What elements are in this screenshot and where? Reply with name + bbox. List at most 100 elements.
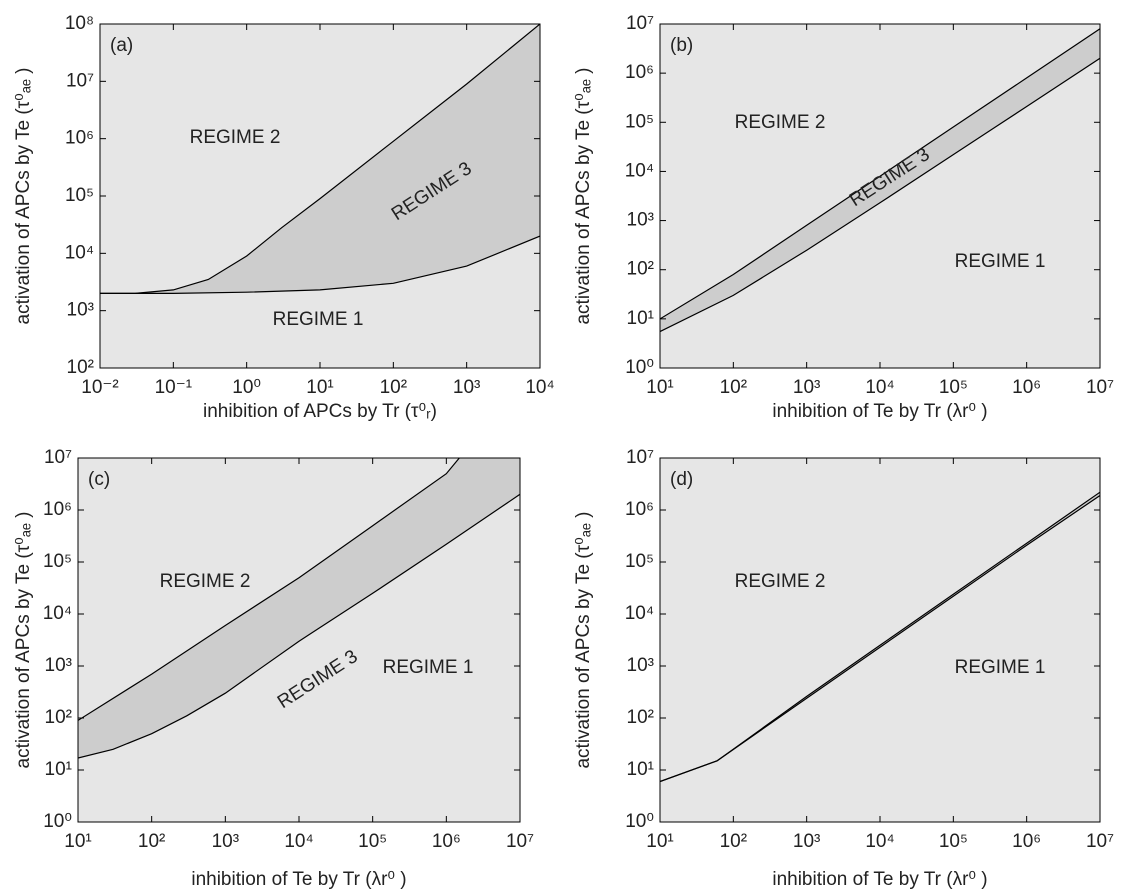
panel-label: (c) bbox=[88, 469, 110, 490]
y-tick-label: 10² bbox=[67, 357, 94, 378]
y-tick-label: 10¹ bbox=[627, 308, 654, 329]
boundary-line bbox=[660, 28, 1100, 320]
y-tick-label: 10⁰ bbox=[625, 811, 654, 832]
regime-3-area bbox=[78, 458, 520, 759]
x-tick-label: 10¹ bbox=[64, 831, 91, 852]
y-tick-label: 10⁶ bbox=[625, 62, 654, 83]
x-tick-label: 10⁴ bbox=[865, 831, 894, 852]
y-tick-label: 10⁵ bbox=[43, 551, 72, 572]
regime-label: REGIME 1 bbox=[383, 657, 474, 678]
y-tick-label: 10⁸ bbox=[65, 13, 94, 34]
x-tick-label: 10⁵ bbox=[939, 831, 968, 852]
y-tick-label: 10⁶ bbox=[65, 128, 94, 149]
x-axis-label: inhibition of APCs by Tr (τ⁰ᵣ) bbox=[203, 401, 437, 422]
plot-area bbox=[78, 458, 520, 759]
x-tick-label: 10² bbox=[720, 831, 747, 852]
y-tick-label: 10¹ bbox=[627, 759, 654, 780]
y-tick-label: 10⁶ bbox=[625, 499, 654, 520]
regime-label: REGIME 1 bbox=[955, 657, 1046, 678]
plot-background bbox=[660, 458, 1100, 822]
y-tick-label: 10⁴ bbox=[65, 242, 94, 263]
x-tick-label: 10² bbox=[138, 831, 165, 852]
x-tick-label: 10⁷ bbox=[1086, 377, 1114, 398]
x-tick-label: 10⁻² bbox=[81, 377, 119, 398]
boundary-line bbox=[100, 235, 540, 294]
y-tick-label: 10³ bbox=[67, 300, 94, 321]
plot-area bbox=[660, 491, 1100, 783]
x-axis-label: inhibition of Te by Tr (λr⁰ ) bbox=[191, 869, 406, 890]
y-tick-label: 10² bbox=[627, 259, 654, 280]
x-tick-label: 10² bbox=[720, 377, 747, 398]
y-axis-label: activation of APCs by Te (τ⁰ₐₑ ) bbox=[13, 67, 34, 324]
y-tick-label: 10² bbox=[45, 707, 72, 728]
x-tick-label: 10¹ bbox=[306, 377, 333, 398]
y-tick-label: 10⁵ bbox=[65, 185, 94, 206]
y-tick-label: 10⁵ bbox=[625, 111, 654, 132]
boundary-line bbox=[78, 458, 460, 721]
y-axis-label: activation of APCs by Te (τ⁰ₐₑ ) bbox=[573, 67, 594, 324]
panel-label: (d) bbox=[670, 469, 693, 490]
y-tick-label: 10¹ bbox=[45, 759, 72, 780]
boundary-line bbox=[660, 57, 1100, 333]
y-tick-label: 10⁶ bbox=[43, 499, 72, 520]
x-axis-label: inhibition of Te by Tr (λr⁰ ) bbox=[772, 869, 987, 890]
plot-area bbox=[100, 24, 540, 294]
panel: 10¹ 10² 10³ 10⁴ 10⁵ 10⁶ 10⁷10⁰10¹10²10³10⁴10⁵1… bbox=[573, 447, 1114, 890]
y-tick-label: 10⁷ bbox=[626, 13, 654, 34]
regime-3-area bbox=[100, 24, 540, 294]
x-tick-label: 10⁻¹ bbox=[155, 377, 193, 398]
y-tick-label: 10⁴ bbox=[43, 603, 72, 624]
x-tick-label: 10⁶ bbox=[432, 831, 461, 852]
regime-label: REGIME 1 bbox=[273, 309, 364, 330]
x-tick-label: 10⁴ bbox=[525, 377, 554, 398]
y-tick-label: 10⁷ bbox=[626, 447, 654, 468]
x-tick-label: 10⁴ bbox=[284, 831, 313, 852]
panel: 10¹ 10² 10³ 10⁴ 10⁵ 10⁶ 10⁷10⁰10¹10²10³10⁴10⁵1… bbox=[573, 13, 1114, 422]
x-tick-label: 10³ bbox=[453, 377, 480, 398]
boundary-line bbox=[660, 495, 1100, 783]
y-axis-label: activation of APCs by Te (τ⁰ₐₑ ) bbox=[13, 511, 34, 768]
x-tick-label: 10⁷ bbox=[1086, 831, 1114, 852]
x-tick-label: 10³ bbox=[793, 377, 820, 398]
x-tick-label: 10⁴ bbox=[865, 377, 894, 398]
x-tick-label: 10³ bbox=[212, 831, 239, 852]
x-tick-label: 10¹ bbox=[646, 831, 673, 852]
x-tick-label: 10¹ bbox=[646, 377, 673, 398]
x-tick-label: 10⁶ bbox=[1012, 377, 1041, 398]
y-tick-label: 10⁷ bbox=[66, 70, 94, 91]
y-axis-label: activation of APCs by Te (τ⁰ₐₑ ) bbox=[573, 511, 594, 768]
regime-label: REGIME 2 bbox=[160, 571, 251, 592]
y-tick-label: 10⁴ bbox=[625, 160, 654, 181]
panel-label: (a) bbox=[110, 35, 133, 56]
y-tick-label: 10⁴ bbox=[625, 603, 654, 624]
x-tick-label: 10⁵ bbox=[939, 377, 968, 398]
y-tick-label: 10³ bbox=[627, 655, 654, 676]
y-tick-label: 10⁰ bbox=[43, 811, 72, 832]
regime-3-area bbox=[660, 28, 1100, 332]
y-tick-label: 10⁷ bbox=[44, 447, 72, 468]
y-tick-label: 10³ bbox=[627, 210, 654, 231]
x-tick-label: 10⁶ bbox=[1012, 831, 1041, 852]
boundary-line bbox=[100, 24, 540, 294]
regime-label: REGIME 2 bbox=[735, 112, 826, 133]
panel: 10¹ 10² 10³ 10⁴ 10⁵ 10⁶ 10⁷10⁰10¹10²10³10⁴10⁵1… bbox=[13, 447, 534, 890]
regime-label: REGIME 2 bbox=[735, 571, 826, 592]
y-tick-label: 10³ bbox=[45, 655, 72, 676]
y-tick-label: 10² bbox=[627, 707, 654, 728]
x-tick-label: 10³ bbox=[793, 831, 820, 852]
x-tick-label: 10² bbox=[380, 377, 407, 398]
panel-label: (b) bbox=[670, 35, 693, 56]
plot-area bbox=[660, 28, 1100, 333]
x-tick-label: 10⁷ bbox=[506, 831, 534, 852]
x-axis-label: inhibition of Te by Tr (λr⁰ ) bbox=[772, 401, 987, 422]
x-tick-label: 10⁰ bbox=[232, 377, 261, 398]
x-tick-label: 10⁵ bbox=[358, 831, 387, 852]
regime-label: REGIME 1 bbox=[955, 251, 1046, 272]
y-tick-label: 10⁰ bbox=[625, 357, 654, 378]
regime-label: REGIME 2 bbox=[190, 127, 281, 148]
panel: 10⁻² 10⁻¹ 10⁰ 10¹ 10² 10³ 10⁴ 10² 10³ 10⁴ 10⁵ 10⁶ 10… bbox=[13, 13, 555, 422]
boundary-line bbox=[78, 493, 520, 759]
y-tick-label: 10⁵ bbox=[625, 551, 654, 572]
